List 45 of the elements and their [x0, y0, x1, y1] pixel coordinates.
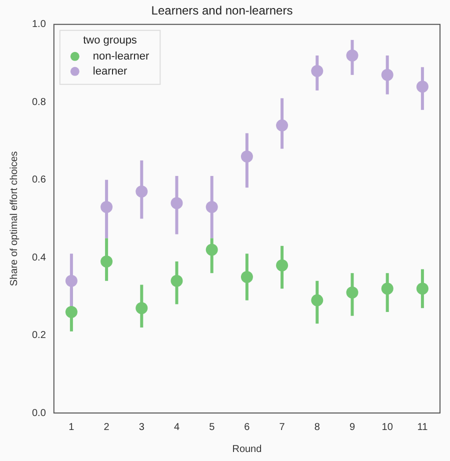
y-tick-label: 0.8: [32, 96, 46, 108]
x-tick-label: 7: [279, 422, 286, 433]
point: [416, 80, 428, 93]
x-tick-label: 1: [68, 422, 75, 433]
point: [240, 150, 253, 163]
x-tick-label: 6: [244, 422, 250, 433]
point: [381, 68, 394, 81]
x-tick-label: 5: [209, 422, 216, 433]
x-tick-label: 3: [138, 422, 145, 433]
x-tick-label: 8: [314, 422, 320, 433]
y-tick-label: 1.0: [32, 19, 46, 30]
point: [65, 274, 78, 287]
point: [311, 65, 324, 78]
x-tick-label: 10: [382, 422, 394, 433]
x-tick-label: 11: [417, 422, 428, 433]
point: [346, 286, 358, 299]
chart-title: Learners and non-learners: [151, 4, 293, 18]
legend-title: two groups: [83, 34, 138, 46]
y-tick-label: 0.2: [32, 330, 46, 342]
point: [136, 186, 148, 198]
point: [100, 255, 113, 268]
y-tick-label: 0.4: [32, 252, 46, 264]
x-tick-label: 2: [104, 422, 110, 433]
point: [136, 302, 148, 314]
y-axis-title: Share of optimal effort choices: [8, 151, 20, 286]
legend-label: non-learner: [92, 50, 150, 62]
x-tick-label: 4: [174, 422, 180, 433]
point: [416, 282, 428, 295]
point: [206, 244, 218, 256]
point: [206, 201, 218, 214]
point: [170, 197, 183, 210]
point: [276, 119, 288, 132]
point: [346, 49, 358, 62]
legend-label: learner: [92, 65, 128, 78]
point: [65, 306, 78, 318]
point: [240, 270, 253, 283]
x-tick-label: 9: [349, 422, 356, 433]
point: [170, 274, 183, 287]
point: [311, 294, 324, 306]
y-tick-label: 0.0: [32, 408, 46, 419]
y-tick-label: 0.6: [32, 174, 46, 186]
point: [276, 259, 288, 272]
x-axis-title: Round: [232, 444, 262, 455]
point: [381, 282, 394, 295]
point: [100, 201, 113, 214]
